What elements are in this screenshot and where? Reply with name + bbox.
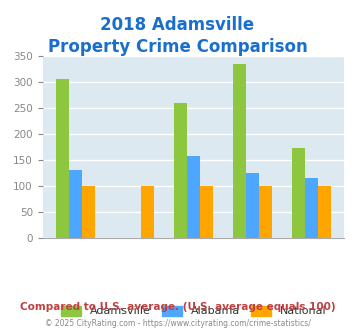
- Bar: [174, 103, 187, 238]
- Text: Compared to U.S. average. (U.S. average equals 100): Compared to U.S. average. (U.S. average …: [20, 302, 335, 312]
- Bar: [318, 186, 331, 238]
- Text: © 2025 CityRating.com - https://www.cityrating.com/crime-statistics/: © 2025 CityRating.com - https://www.city…: [45, 319, 310, 328]
- Bar: [56, 80, 69, 238]
- Legend: Adamsville, Alabama, National: Adamsville, Alabama, National: [56, 301, 331, 321]
- Bar: [233, 64, 246, 238]
- Bar: [200, 186, 213, 238]
- Bar: [82, 186, 95, 238]
- Bar: [292, 148, 305, 238]
- Bar: [141, 186, 154, 238]
- Bar: [246, 173, 259, 238]
- Bar: [69, 170, 82, 238]
- Text: Property Crime Comparison: Property Crime Comparison: [48, 38, 307, 56]
- Bar: [305, 178, 318, 238]
- Bar: [187, 156, 200, 238]
- Bar: [259, 186, 272, 238]
- Text: 2018 Adamsville: 2018 Adamsville: [100, 16, 255, 35]
